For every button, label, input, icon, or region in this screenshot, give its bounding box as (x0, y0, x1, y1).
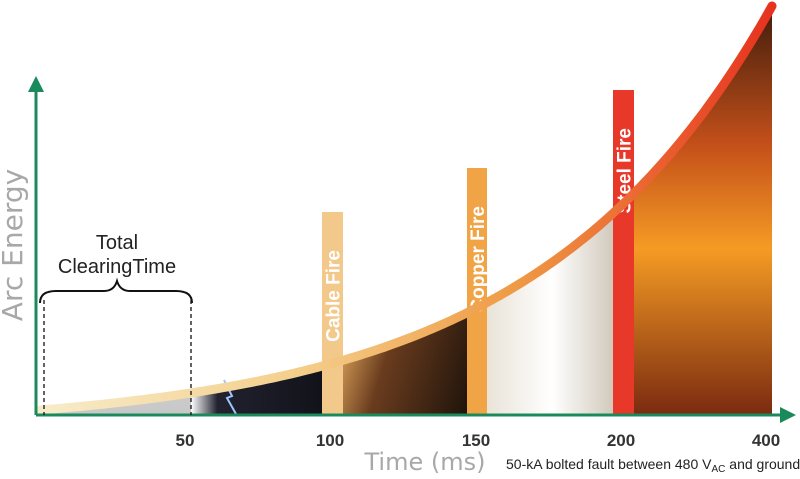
x-tick-200: 200 (607, 431, 635, 450)
x-tick-50: 50 (176, 431, 195, 450)
y-axis-arrow-icon (28, 76, 44, 92)
grey-region (40, 6, 191, 415)
x-tick-labels: 50 100 150 200 400 (176, 431, 781, 450)
band-steel-fire (613, 90, 634, 415)
fire-region (633, 6, 772, 415)
annotation-total: Total (96, 232, 138, 254)
energy-curve (35, 1, 777, 415)
copper-region (487, 6, 617, 415)
clearing-brace (39, 277, 193, 304)
x-tick-150: 150 (462, 431, 490, 450)
band-label-cable-fire: Cable Fire (324, 250, 345, 342)
band-label-copper-fire: Copper Fire (468, 206, 489, 313)
fill-under-curve (40, 6, 772, 415)
fault-note: 50-kA bolted fault between 480 VAC and g… (506, 456, 800, 475)
x-axis-arrow-icon (780, 407, 796, 423)
x-axis-label: Time (ms) (364, 448, 486, 476)
annotation-clearing-time: ClearingTime (58, 256, 176, 278)
x-tick-400: 400 (752, 431, 780, 450)
band-copper-fire (467, 168, 487, 415)
dark-region (191, 6, 323, 415)
x-tick-100: 100 (316, 431, 344, 450)
y-axis-label: Arc Energy (0, 169, 29, 321)
